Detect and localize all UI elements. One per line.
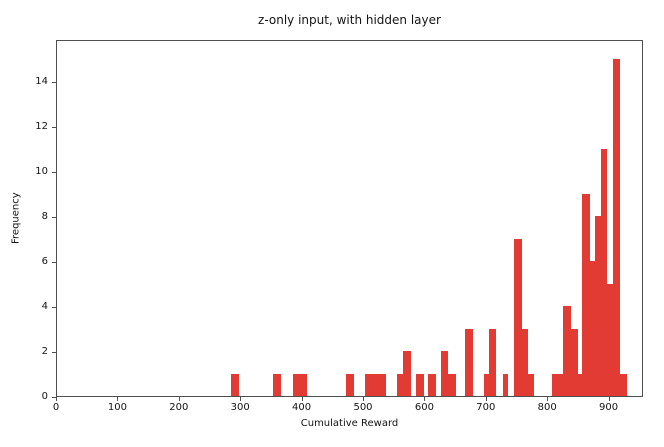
y-tick-mark [52,397,56,398]
histogram-bar [521,328,528,396]
histogram-bar [527,373,535,396]
histogram-bar [440,351,449,396]
histogram-bar [607,283,613,396]
histogram-bar [273,373,282,396]
histogram-bar [416,373,425,396]
x-tick-label: 100 [107,402,127,413]
histogram-bar [427,373,436,396]
x-tick-label: 500 [353,402,373,413]
x-tick-label: 600 [414,402,434,413]
y-tick-mark [52,172,56,173]
x-tick-mark [56,397,57,401]
y-tick-mark [52,82,56,84]
histogram-bar [345,373,355,396]
histogram-bar [601,148,608,396]
histogram-bar [620,373,627,396]
y-tick-label: 0 [41,391,48,402]
y-tick-label: 8 [41,211,48,222]
plot-area [56,40,643,397]
histogram-bar [562,306,571,396]
histogram-bar [292,373,307,396]
x-tick-mark [424,397,426,401]
histogram-bar [403,351,412,396]
y-tick-label: 10 [35,166,48,177]
y-tick-mark [52,307,56,308]
y-tick-label: 14 [35,76,48,88]
x-tick-mark [301,397,303,401]
x-tick-label: 200 [169,402,189,413]
x-tick-mark [485,397,487,401]
x-tick-label: 700 [476,402,496,413]
histogram-bar [365,373,387,396]
histogram-bar [448,373,457,396]
x-tick-label: 300 [230,402,250,413]
y-tick-label: 2 [41,346,48,357]
x-tick-mark [547,397,549,401]
y-tick-mark [52,217,56,218]
histogram-bar [570,328,579,396]
histogram-bar [589,261,595,396]
y-tick-mark [52,352,56,353]
histogram-bar [612,58,621,396]
histogram-bar [513,238,522,396]
x-tick-label: 800 [537,402,557,413]
histogram-bar [483,373,489,396]
chart-title: z-only input, with hidden layer [258,13,441,27]
histogram-bar [230,373,239,396]
histogram-bar [594,216,601,396]
y-tick-label: 12 [35,121,48,133]
histogram-bar [464,328,473,396]
histogram-bar [502,373,509,396]
histogram-bar [581,193,590,396]
x-tick-label: 400 [292,402,312,413]
x-tick-mark [608,397,610,401]
x-tick-mark [117,397,119,401]
y-tick-label: 6 [41,256,48,267]
histogram-bar [578,373,582,396]
histogram-bar [397,373,404,396]
y-tick-label: 4 [41,301,48,312]
x-tick-label: 0 [52,402,60,413]
histogram-bar [488,328,496,396]
x-tick-mark [363,397,364,401]
x-tick-mark [178,397,180,401]
y-tick-mark [52,127,56,129]
x-axis-label: Cumulative Reward [300,418,399,429]
x-tick-label: 900 [599,402,619,413]
histogram-bar [551,373,563,396]
x-tick-mark [240,397,242,401]
y-tick-mark [52,262,56,263]
